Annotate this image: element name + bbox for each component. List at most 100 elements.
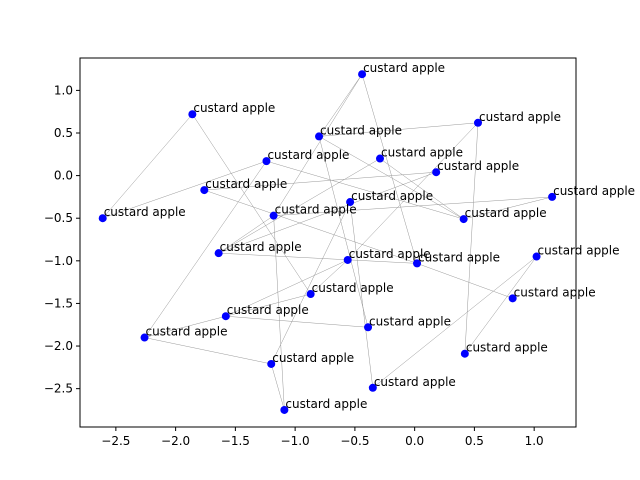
point-label: custard apple [146, 325, 228, 339]
x-tick-label: −2.5 [101, 434, 130, 448]
data-point [459, 215, 468, 224]
data-point [221, 312, 230, 321]
data-point [188, 110, 197, 119]
data-point [358, 70, 367, 79]
data-point [262, 157, 271, 166]
graph-edge [192, 114, 311, 295]
y-axis: 1.0 0.5 0.0 −0.5 −1.0 −1.5 −2.0 −2.5 [44, 83, 80, 396]
y-tick-label: 0.0 [54, 169, 73, 183]
graph-edge [361, 74, 418, 264]
x-axis: −2.5 −2.0 −1.5 −1.0 −0.5 0.0 0.5 1.0 [101, 427, 544, 448]
x-tick-label: −1.0 [281, 434, 310, 448]
point-label: custard apple [418, 250, 500, 264]
data-point [269, 211, 278, 220]
point-label: custard apple [285, 397, 367, 411]
graph-edge [225, 259, 348, 317]
graph-edge [318, 136, 464, 220]
y-tick-label: −1.0 [44, 254, 73, 268]
data-point [460, 349, 469, 358]
y-tick-label: −2.0 [44, 339, 73, 353]
point-label: custard apple [381, 146, 463, 160]
data-point [140, 333, 149, 342]
graph-edge [463, 196, 553, 220]
graph-edge [273, 215, 285, 410]
point-label: custard apple [205, 177, 287, 191]
point-label: custard apple [104, 205, 186, 219]
x-tick-label: 0.0 [405, 434, 424, 448]
graph-edge [144, 337, 272, 365]
graph-edge [225, 315, 369, 328]
x-tick-label: −2.0 [161, 434, 190, 448]
point-label: custard apple [351, 189, 433, 203]
y-tick-label: −1.5 [44, 296, 73, 310]
x-tick-label: −0.5 [340, 434, 369, 448]
data-point [343, 255, 352, 264]
point-label: custard apple [466, 341, 548, 355]
y-tick-label: −0.5 [44, 211, 73, 225]
data-point [548, 192, 557, 201]
data-point [413, 259, 422, 268]
graph-edge [416, 263, 513, 299]
data-point [315, 132, 324, 141]
point-label: custard apple [320, 123, 402, 137]
graph-edge [273, 196, 553, 216]
data-point [375, 154, 384, 163]
point-label: custard apple [538, 244, 620, 258]
graph-edge [270, 363, 285, 411]
data-point [200, 186, 209, 195]
point-label: custard apple [479, 110, 561, 124]
data-point [346, 198, 355, 207]
graph-edge [102, 114, 193, 219]
graph-edge [347, 122, 479, 261]
data-point [364, 323, 373, 332]
point-label: custard apple [267, 148, 349, 162]
graph-edge [310, 259, 348, 295]
points-layer [98, 70, 557, 414]
graph-edge [218, 252, 418, 264]
point-label: custard apple [465, 206, 547, 220]
graph-edge [372, 256, 537, 388]
point-label: custard apple [437, 159, 519, 173]
graph-edge [318, 136, 369, 328]
x-tick-label: 1.0 [525, 434, 544, 448]
data-point [508, 294, 517, 303]
point-label: custard apple [553, 184, 635, 198]
point-label: custard apple [374, 375, 456, 389]
y-tick-label: −2.5 [44, 382, 73, 396]
data-point [98, 214, 107, 223]
point-label: custard apple [369, 314, 451, 328]
point-label: custard apple [272, 351, 354, 365]
point-label: custard apple [227, 303, 309, 317]
data-point [473, 118, 482, 127]
graph-edge [218, 215, 274, 254]
graph-edge [218, 158, 381, 254]
graph-edge [204, 189, 418, 264]
graph-edge [102, 160, 267, 219]
graph-edge [266, 160, 464, 220]
point-label: custard apple [363, 61, 445, 75]
point-label: custard apple [514, 285, 596, 299]
point-label: custard apple [312, 281, 394, 295]
plot-area-frame [79, 57, 577, 428]
data-point [267, 359, 276, 368]
graph-edge [218, 171, 437, 254]
data-point [306, 290, 315, 299]
point-label: custard apple [193, 101, 275, 115]
graph-edge [273, 74, 363, 216]
graph-edge [144, 160, 267, 338]
graph-edge [271, 201, 351, 365]
edges-layer [102, 74, 553, 411]
y-tick-label: 1.0 [54, 83, 73, 97]
graph-edge [464, 122, 479, 354]
point-label: custard apple [349, 247, 431, 261]
graph-edge [349, 201, 374, 388]
data-point [214, 249, 223, 258]
graph-edge [464, 256, 537, 354]
graph-edge [319, 122, 479, 137]
graph-edge [318, 74, 363, 137]
data-point [280, 405, 289, 414]
point-label: custard apple [275, 203, 357, 217]
